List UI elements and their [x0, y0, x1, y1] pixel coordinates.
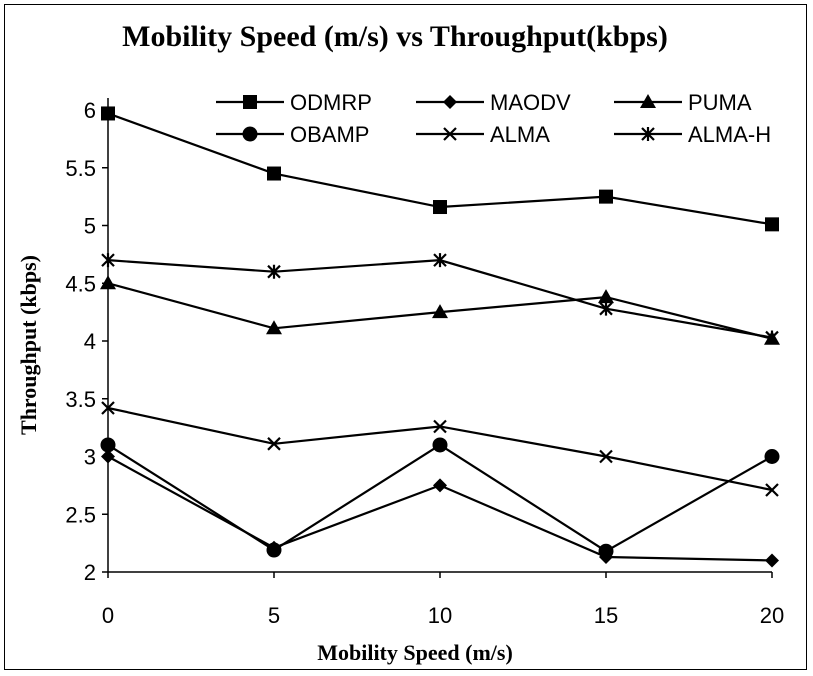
legend-marker-puma — [640, 94, 656, 108]
y-tick-label: 4.5 — [65, 271, 96, 296]
y-tick-label: 6 — [84, 98, 96, 123]
series-line-alma-h — [107, 259, 773, 339]
data-point-odmrp — [101, 106, 115, 121]
data-point-maodv — [433, 478, 447, 493]
y-tick-label: 5.5 — [65, 156, 96, 181]
axes: 2 2.5 3 3.5 4 4.5 5 5.5 6 0 5 10 15 20 — [65, 98, 784, 628]
series-alma-h — [101, 253, 779, 345]
data-point-maodv — [765, 553, 779, 568]
data-point-puma — [432, 304, 448, 319]
data-point-odmrp — [433, 200, 447, 215]
data-point-alma-h — [433, 253, 447, 268]
legend-label-alma: ALMA — [490, 122, 550, 147]
data-point-obamp — [432, 437, 448, 453]
series-odmrp — [101, 106, 779, 232]
series-line-obamp — [107, 443, 773, 553]
y-axis-title: Throughput (kbps) — [16, 255, 41, 435]
legend-item-obamp: OBAMP — [216, 122, 369, 147]
legend: ODMRP MAODV PUMA OBAMP ALMA ALMA-H — [216, 90, 771, 147]
legend-item-puma: PUMA — [614, 90, 752, 115]
data-point-alma-h — [599, 301, 613, 316]
chart-title: Mobility Speed (m/s) vs Throughput(kbps) — [122, 20, 668, 53]
data-point-obamp — [764, 449, 780, 464]
data-point-alma — [267, 437, 281, 451]
data-point-odmrp — [267, 166, 281, 181]
data-point-alma — [433, 419, 447, 434]
data-point-alma-h — [765, 330, 779, 345]
legend-label-maodv: MAODV — [490, 90, 571, 115]
legend-marker-odmrp — [243, 95, 257, 109]
series-alma — [101, 401, 779, 497]
x-tick-label: 5 — [268, 603, 280, 628]
y-tick-label: 3 — [84, 445, 96, 470]
data-point-obamp — [266, 542, 282, 558]
data-point-alma — [599, 449, 613, 464]
series-layer — [100, 106, 780, 568]
legend-label-alma-h: ALMA-H — [688, 122, 771, 147]
y-tick-label: 4 — [84, 329, 96, 354]
data-point-odmrp — [765, 217, 779, 232]
data-point-alma — [101, 401, 115, 415]
legend-item-odmrp: ODMRP — [216, 90, 372, 115]
data-point-alma-h — [267, 264, 281, 279]
legend-label-puma: PUMA — [688, 90, 752, 115]
x-tick-label: 0 — [102, 603, 114, 628]
legend-marker-alma-h — [641, 127, 655, 141]
data-point-puma — [100, 275, 116, 290]
legend-label-obamp: OBAMP — [290, 122, 369, 147]
legend-item-alma-h: ALMA-H — [614, 122, 771, 147]
data-point-obamp — [598, 543, 614, 559]
series-obamp — [100, 437, 780, 559]
data-point-alma-h — [101, 253, 115, 268]
data-point-odmrp — [599, 189, 613, 204]
x-tick-label: 15 — [594, 603, 618, 628]
legend-marker-obamp — [242, 126, 258, 142]
legend-item-maodv: MAODV — [416, 90, 571, 115]
data-point-maodv — [101, 449, 115, 464]
data-point-puma — [598, 289, 614, 304]
y-tick-label: 3.5 — [65, 387, 96, 412]
y-tick-label: 5 — [84, 214, 96, 239]
y-tick-label: 2.5 — [65, 502, 96, 527]
legend-item-alma: ALMA — [416, 122, 550, 147]
x-axis-title: Mobility Speed (m/s) — [317, 640, 513, 665]
x-tick-label: 10 — [428, 603, 452, 628]
data-point-obamp — [100, 437, 116, 453]
legend-marker-alma — [443, 127, 457, 141]
data-point-puma — [266, 320, 282, 335]
series-maodv — [101, 449, 779, 568]
data-point-alma — [765, 483, 779, 497]
series-puma — [100, 275, 780, 345]
legend-label-odmrp: ODMRP — [290, 90, 372, 115]
y-tick-label: 2 — [84, 560, 96, 585]
x-tick-label: 20 — [760, 603, 784, 628]
legend-marker-maodv — [443, 95, 457, 109]
